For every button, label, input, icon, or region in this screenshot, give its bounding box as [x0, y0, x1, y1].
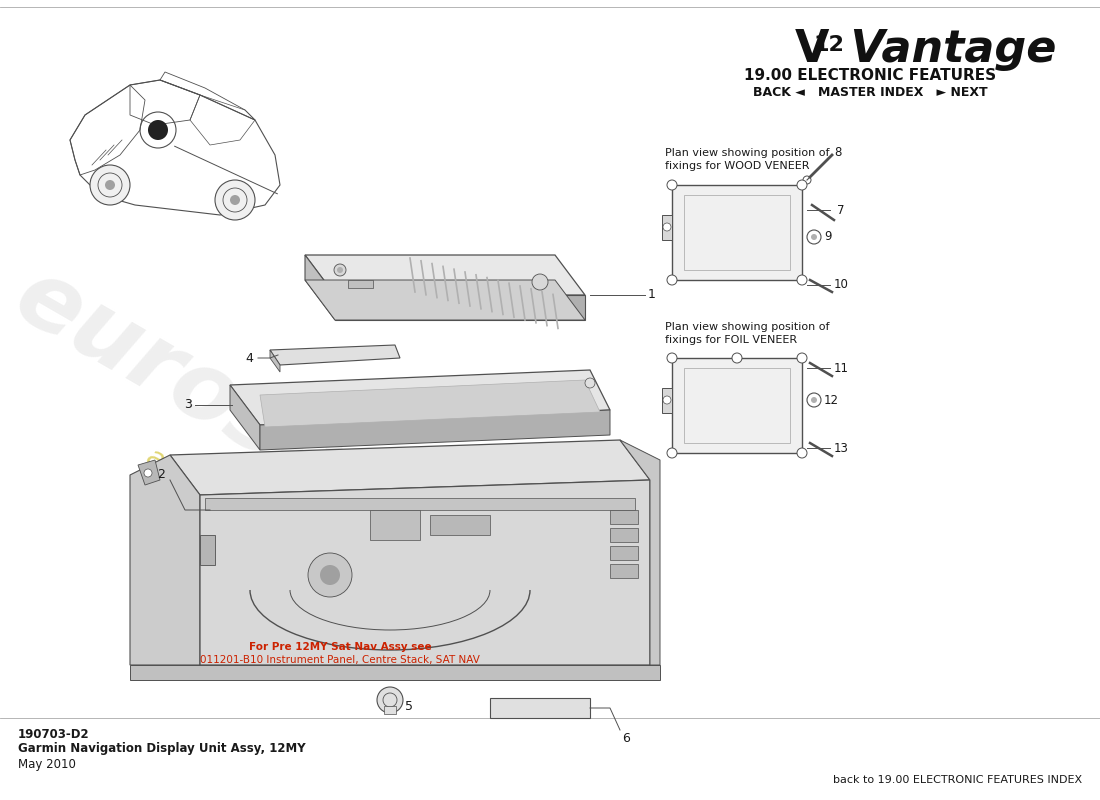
Bar — [672, 358, 802, 453]
Circle shape — [798, 353, 807, 363]
Polygon shape — [270, 345, 400, 365]
Circle shape — [732, 353, 742, 363]
Polygon shape — [230, 370, 610, 425]
Text: 13: 13 — [834, 442, 849, 454]
Text: 19.00 ELECTRONIC FEATURES: 19.00 ELECTRONIC FEATURES — [744, 68, 997, 83]
Text: 11: 11 — [834, 362, 849, 374]
Circle shape — [811, 234, 817, 240]
Text: a passion for parts since 1985: a passion for parts since 1985 — [141, 443, 519, 677]
Bar — [610, 546, 638, 560]
Polygon shape — [336, 295, 585, 320]
Text: 10: 10 — [834, 278, 849, 291]
Polygon shape — [305, 255, 336, 320]
Circle shape — [667, 448, 676, 458]
Polygon shape — [170, 440, 650, 495]
Text: 5: 5 — [405, 701, 412, 714]
Polygon shape — [305, 280, 585, 320]
Circle shape — [148, 120, 168, 140]
Text: 190703-D2: 190703-D2 — [18, 728, 89, 741]
Bar — [610, 528, 638, 542]
Text: Garmin Navigation Display Unit Assy, 12MY: Garmin Navigation Display Unit Assy, 12M… — [18, 742, 306, 755]
Text: 12: 12 — [813, 35, 844, 55]
Polygon shape — [200, 480, 650, 665]
Circle shape — [798, 275, 807, 285]
Circle shape — [337, 267, 343, 273]
Text: 4: 4 — [245, 351, 253, 365]
Bar — [430, 515, 490, 535]
Text: 9: 9 — [824, 230, 832, 243]
Circle shape — [811, 397, 817, 403]
Text: 1: 1 — [648, 289, 656, 302]
Polygon shape — [270, 350, 280, 372]
Bar — [610, 564, 638, 578]
Circle shape — [377, 687, 403, 713]
Circle shape — [667, 275, 676, 285]
Text: Plan view showing position of
fixings for WOOD VENEER: Plan view showing position of fixings fo… — [666, 148, 829, 171]
Bar — [684, 195, 790, 270]
Circle shape — [667, 353, 676, 363]
Text: 6: 6 — [621, 732, 630, 745]
Text: Vantage: Vantage — [835, 28, 1056, 71]
Circle shape — [667, 180, 676, 190]
Bar — [384, 706, 396, 714]
Polygon shape — [305, 255, 585, 295]
Circle shape — [144, 469, 152, 477]
Circle shape — [230, 195, 240, 205]
Polygon shape — [230, 385, 260, 450]
Bar — [662, 215, 672, 240]
Polygon shape — [130, 455, 200, 665]
Text: V: V — [795, 28, 829, 71]
Text: Plan view showing position of
fixings for FOIL VENEER: Plan view showing position of fixings fo… — [666, 322, 829, 346]
Circle shape — [308, 553, 352, 597]
Bar — [205, 498, 635, 510]
Text: 7: 7 — [837, 203, 845, 217]
Circle shape — [214, 180, 255, 220]
Text: 12: 12 — [824, 394, 839, 406]
Circle shape — [585, 378, 595, 388]
Polygon shape — [260, 380, 600, 427]
Text: 011201-B10 Instrument Panel, Centre Stack, SAT NAV: 011201-B10 Instrument Panel, Centre Stac… — [200, 655, 480, 665]
Text: eurospares: eurospares — [0, 250, 562, 630]
Circle shape — [663, 396, 671, 404]
Polygon shape — [620, 440, 660, 665]
Bar — [684, 368, 790, 443]
Bar — [610, 510, 638, 524]
Polygon shape — [490, 698, 590, 718]
Circle shape — [798, 448, 807, 458]
Text: 8: 8 — [834, 146, 842, 159]
Circle shape — [104, 180, 116, 190]
Bar — [662, 388, 672, 413]
Bar — [370, 510, 420, 540]
Polygon shape — [138, 460, 160, 485]
Text: 3: 3 — [184, 398, 192, 411]
Circle shape — [90, 165, 130, 205]
Text: BACK ◄   MASTER INDEX   ► NEXT: BACK ◄ MASTER INDEX ► NEXT — [752, 86, 988, 99]
Circle shape — [798, 180, 807, 190]
Bar — [200, 535, 214, 565]
Circle shape — [532, 274, 548, 290]
Text: back to 19.00 ELECTRONIC FEATURES INDEX: back to 19.00 ELECTRONIC FEATURES INDEX — [833, 775, 1082, 785]
Circle shape — [334, 264, 346, 276]
Circle shape — [663, 223, 671, 231]
Bar — [348, 280, 373, 288]
Text: 2: 2 — [157, 469, 165, 482]
Bar — [672, 185, 802, 280]
Text: May 2010: May 2010 — [18, 758, 76, 771]
Polygon shape — [130, 665, 660, 680]
Text: For Pre 12MY Sat Nav Assy see: For Pre 12MY Sat Nav Assy see — [249, 642, 431, 652]
Circle shape — [320, 565, 340, 585]
Polygon shape — [260, 410, 610, 450]
